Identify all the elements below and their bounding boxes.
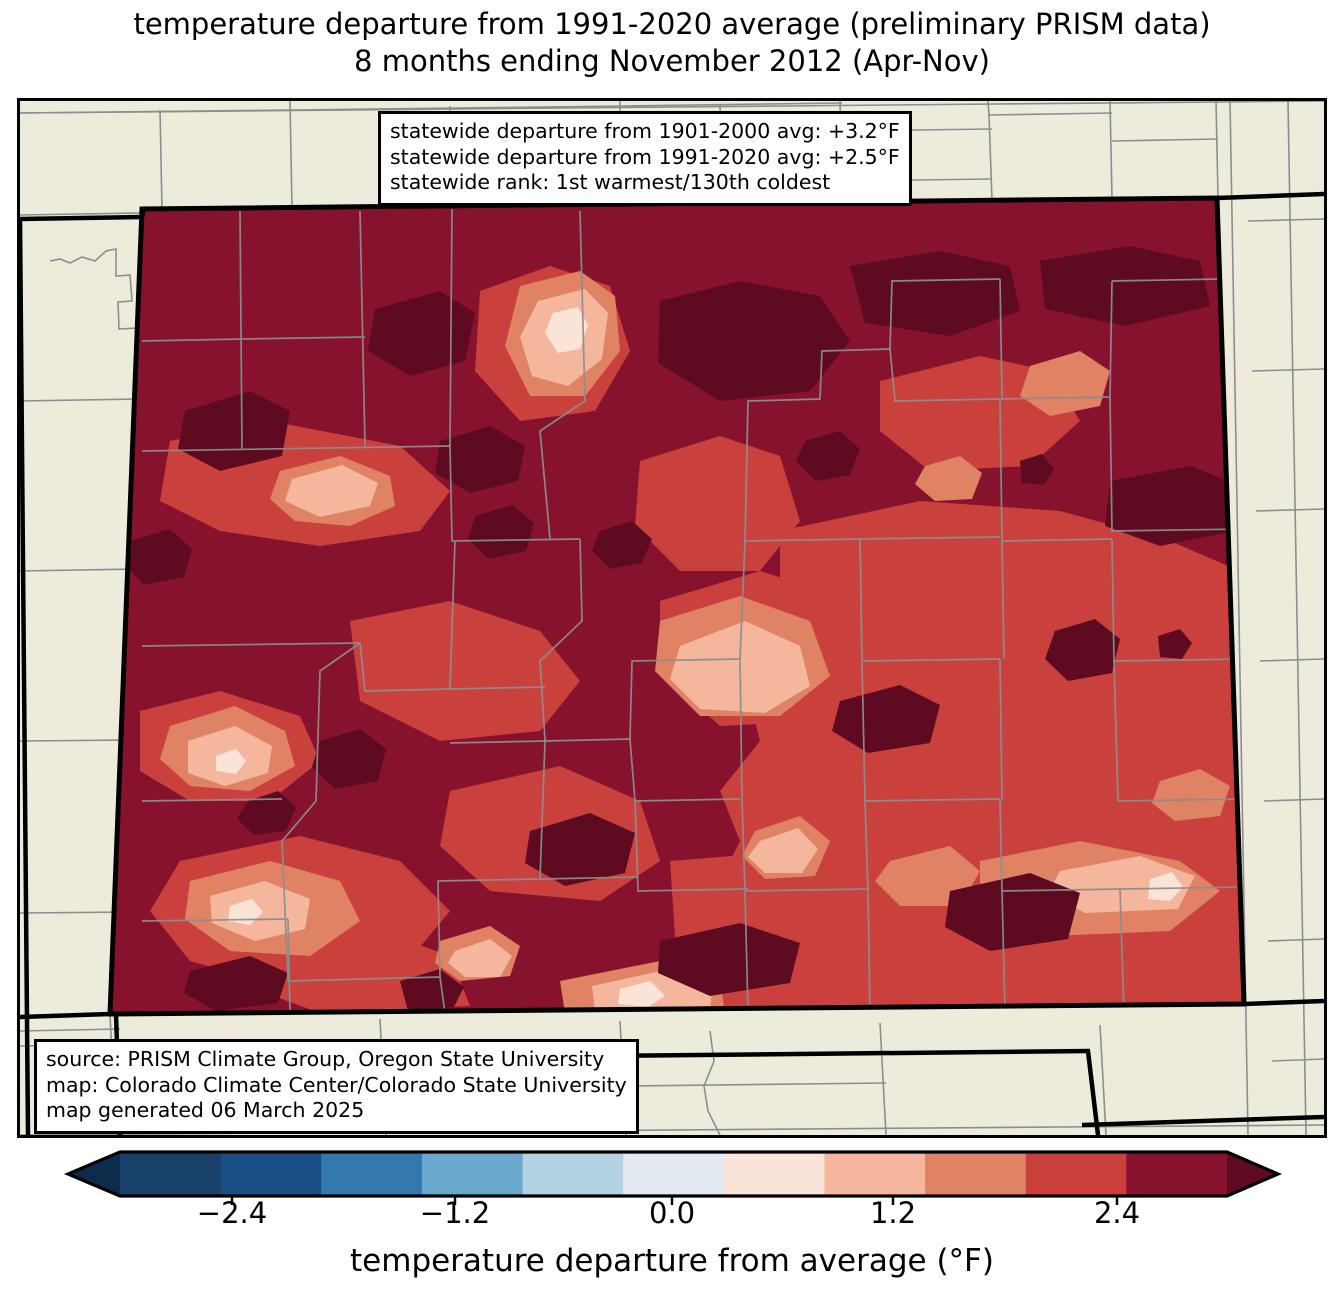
colorbar-bin-1 xyxy=(220,1152,322,1196)
info-line-2: statewide departure from 1991-2020 avg: … xyxy=(390,144,900,169)
source-line-2: map: Colorado Climate Center/Colorado St… xyxy=(46,1072,627,1097)
info-line-3: statewide rank: 1st warmest/130th coldes… xyxy=(390,170,831,194)
colorbar-outline xyxy=(63,1150,1283,1198)
colorbar-tick-labels: −2.4 −1.2 0.0 1.2 2.4 xyxy=(0,1196,1344,1236)
temperature-contour-fill xyxy=(110,198,1244,1014)
colorbar-svg xyxy=(63,1150,1283,1205)
colorbar-bin-6 xyxy=(723,1152,826,1196)
colorbar-under-arrow xyxy=(68,1152,120,1196)
colorbar-bin-8 xyxy=(925,1152,1027,1196)
map-vector-layer xyxy=(20,101,1324,1135)
map-canvas: statewide departure from 1901-2000 avg: … xyxy=(17,98,1327,1138)
statewide-stats-box: statewide departure from 1901-2000 avg: … xyxy=(378,111,912,206)
colorbar-tick-label-4: 2.4 xyxy=(1093,1196,1141,1230)
title-line-2: 8 months ending November 2012 (Apr-Nov) xyxy=(354,44,990,78)
colorbar-bin-0 xyxy=(120,1152,222,1196)
source-line-1: source: PRISM Climate Group, Oregon Stat… xyxy=(46,1047,605,1071)
colorbar-tick-label-0: −2.4 xyxy=(196,1196,268,1230)
source-line-3: map generated 06 March 2025 xyxy=(46,1098,365,1122)
colorbar-over-arrow xyxy=(1227,1152,1278,1196)
colorbar-bin-2 xyxy=(321,1152,423,1196)
source-credits-box: source: PRISM Climate Group, Oregon Stat… xyxy=(34,1039,639,1134)
page-title: temperature departure from 1991-2020 ave… xyxy=(0,6,1344,80)
colorbar-bin-4 xyxy=(522,1152,624,1196)
info-line-1: statewide departure from 1901-2000 avg: … xyxy=(390,119,900,143)
colorbar-tickmarks xyxy=(230,1196,1119,1205)
colorbar-tick-label-3: 1.2 xyxy=(869,1196,917,1230)
colorbar-bin-3 xyxy=(421,1152,524,1196)
colorbar-bin-7 xyxy=(824,1152,926,1196)
colorbar-axis-label: temperature departure from average (°F) xyxy=(350,1243,994,1279)
colorbar-bin-10 xyxy=(1126,1152,1228,1196)
title-line-1: temperature departure from 1991-2020 ave… xyxy=(133,7,1211,41)
colorbar-bin-9 xyxy=(1025,1152,1127,1196)
colorbar xyxy=(0,1148,1344,1208)
colorbar-bins xyxy=(120,1152,1228,1196)
colorbar-tick-label-2: 0.0 xyxy=(648,1196,696,1230)
colorbar-bin-5 xyxy=(623,1152,725,1196)
colorado-county-lines xyxy=(141,208,1244,1014)
colorbar-tick-label-1: −1.2 xyxy=(419,1196,491,1230)
